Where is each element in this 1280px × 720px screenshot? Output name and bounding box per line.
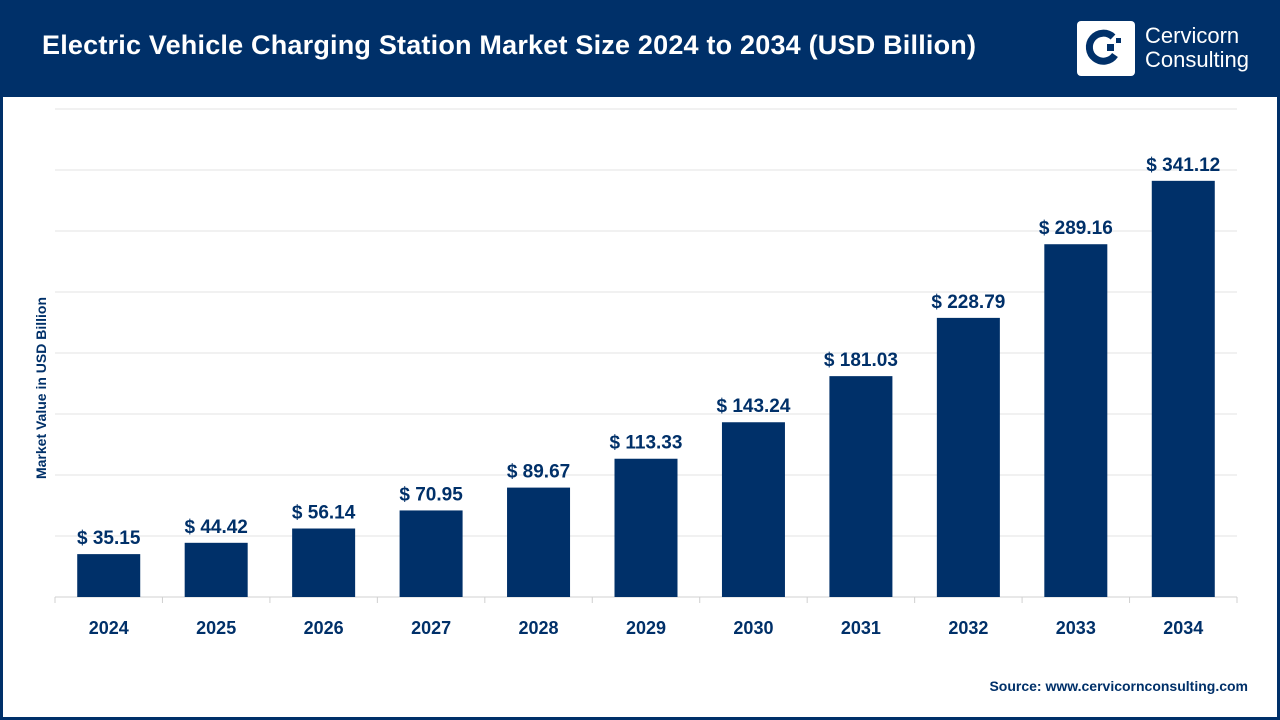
cervicorn-logo-icon (1077, 21, 1135, 76)
bar (292, 528, 356, 597)
bar (614, 458, 678, 597)
x-tick-label: 2028 (519, 618, 559, 638)
data-label: $ 289.16 (1039, 218, 1113, 239)
data-label: $ 89.67 (507, 462, 570, 483)
x-tick-label: 2029 (626, 618, 666, 638)
x-tick-label: 2034 (1163, 618, 1203, 638)
bar (507, 487, 571, 597)
header-bar: Electric Vehicle Charging Station Market… (0, 0, 1280, 97)
x-tick-label: 2027 (411, 618, 451, 638)
data-label: $ 44.42 (184, 517, 247, 538)
data-label: $ 143.24 (716, 396, 790, 417)
x-tick-label: 2025 (196, 618, 236, 638)
bar (936, 317, 1000, 597)
logo-text: Cervicorn Consulting (1145, 24, 1249, 72)
bar (1044, 244, 1108, 597)
x-tick-label: 2024 (89, 618, 129, 638)
bar (77, 554, 141, 597)
logo-line1: Cervicorn (1145, 23, 1240, 48)
data-label: $ 35.15 (77, 528, 141, 549)
data-label: $ 113.33 (610, 433, 683, 454)
bar (829, 376, 893, 597)
x-tick-label: 2031 (841, 618, 881, 638)
chart-title: Electric Vehicle Charging Station Market… (42, 30, 977, 60)
x-tick-label: 2032 (948, 618, 988, 638)
source-text: Source: www.cervicornconsulting.com (989, 678, 1248, 694)
data-label: $ 56.14 (292, 503, 356, 524)
x-tick-label: 2033 (1056, 618, 1096, 638)
bar (721, 422, 785, 597)
y-axis-label: Market Value in USD Billion (33, 296, 49, 480)
data-label: $ 70.95 (399, 484, 463, 505)
data-label: $ 181.03 (824, 350, 898, 371)
logo-line2: Consulting (1145, 47, 1249, 72)
x-tick-label: 2026 (304, 618, 344, 638)
bar (399, 510, 463, 597)
data-label: $ 228.79 (931, 292, 1005, 313)
bar (184, 542, 248, 597)
bar (1151, 180, 1215, 597)
x-tick-label: 2030 (733, 618, 773, 638)
data-label: $ 341.12 (1146, 155, 1220, 176)
